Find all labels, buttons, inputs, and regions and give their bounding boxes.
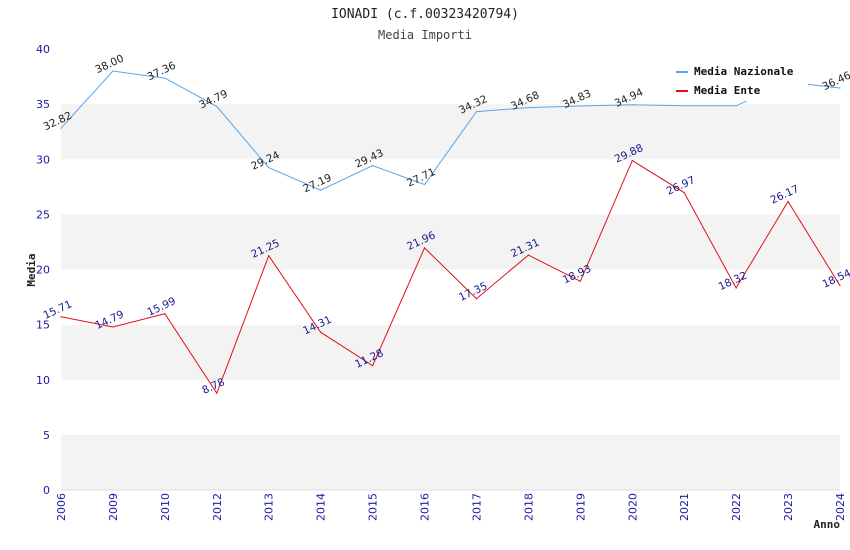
legend-label-media-ente: Media Ente	[694, 84, 761, 97]
x-tick-label: 2010	[159, 493, 172, 521]
x-tick-label: 2013	[263, 493, 276, 521]
x-axis-ticks: 2006 2009 2010 2012 2013 2014 2015 2016 2017 2018…	[55, 493, 847, 521]
x-tick-label: 2023	[782, 493, 795, 521]
grid-band	[61, 214, 840, 270]
data-point-media-ente	[372, 365, 374, 367]
y-tick-label: 25	[36, 208, 50, 221]
y-tick-label: 15	[36, 319, 50, 332]
grid-band	[61, 104, 840, 160]
data-point-media-nazionale	[475, 111, 478, 113]
legend-box	[670, 60, 808, 101]
data-point-media-ente	[787, 200, 789, 203]
grid-band	[61, 269, 840, 325]
data-point-media-nazionale	[216, 105, 218, 108]
x-tick-label: 2012	[211, 493, 224, 521]
y-tick-label: 35	[36, 98, 50, 111]
data-point-media-nazionale	[579, 105, 581, 107]
data-point-media-nazionale	[268, 167, 270, 169]
x-tick-label: 2021	[678, 493, 691, 521]
chart-title: IONADI (c.f.00323420794)	[331, 7, 519, 22]
data-point-media-nazionale	[112, 70, 114, 72]
x-tick-label: 2019	[574, 493, 587, 521]
data-point-media-ente	[423, 247, 426, 249]
y-tick-label: 40	[36, 43, 50, 56]
x-tick-label: 2015	[367, 493, 380, 521]
data-point-media-ente	[164, 313, 166, 315]
y-axis-ticks: 0 5 10 15 20 25 30 35 40	[36, 43, 50, 497]
data-point-media-nazionale	[372, 164, 374, 167]
data-point-media-ente	[60, 316, 62, 318]
data-point-media-nazionale	[320, 189, 322, 191]
x-tick-label: 2017	[470, 493, 483, 521]
x-tick-label: 2009	[107, 493, 120, 521]
x-tick-label: 2024	[834, 493, 847, 521]
data-point-media-nazionale	[839, 87, 841, 89]
data-point-media-nazionale	[423, 183, 426, 186]
legend: Media Nazionale Media Ente	[670, 60, 808, 101]
data-point-media-nazionale	[60, 127, 62, 129]
data-point-media-nazionale	[527, 107, 530, 109]
y-tick-label: 20	[36, 264, 50, 277]
data-point-media-ente	[268, 255, 270, 257]
series-line-media-ente	[60, 159, 841, 395]
x-tick-label: 2022	[730, 493, 743, 521]
y-tick-label: 10	[36, 374, 50, 387]
y-tick-label: 30	[36, 153, 50, 166]
data-point-media-ente	[112, 326, 114, 328]
x-tick-label: 2014	[315, 493, 328, 521]
data-point-media-ente	[475, 298, 478, 300]
grid-band	[61, 379, 840, 435]
data-point-media-ente	[216, 392, 218, 394]
legend-label-media-nazionale: Media Nazionale	[694, 65, 794, 78]
data-point-media-nazionale	[164, 77, 166, 79]
data-point-media-ente	[735, 287, 737, 289]
y-tick-label: 0	[43, 484, 50, 497]
data-point-media-ente	[839, 284, 841, 287]
chart-subtitle: Media Importi	[378, 28, 472, 42]
x-axis-label: Anno	[814, 518, 841, 531]
data-point-media-ente	[320, 331, 322, 333]
x-tick-label: 2018	[522, 493, 535, 521]
data-point-media-nazionale	[631, 104, 633, 106]
y-tick-label: 5	[43, 429, 50, 442]
data-point-media-nazionale	[683, 105, 685, 107]
data-point-media-ente	[683, 192, 685, 194]
x-tick-label: 2016	[419, 493, 432, 521]
grid-band	[61, 434, 840, 490]
data-point-media-nazionale	[735, 105, 737, 107]
series-line-media-nazionale	[60, 70, 841, 191]
grid-bands	[61, 49, 840, 491]
grid-band	[61, 324, 840, 380]
data-point-media-ente	[527, 254, 530, 256]
data-point-media-ente	[579, 280, 581, 282]
x-tick-label: 2020	[626, 493, 639, 521]
grid-band	[61, 159, 840, 215]
y-axis-label: Media	[25, 253, 38, 286]
x-tick-label: 2006	[55, 493, 68, 521]
data-point-media-ente	[631, 159, 633, 162]
series-group	[60, 70, 841, 395]
